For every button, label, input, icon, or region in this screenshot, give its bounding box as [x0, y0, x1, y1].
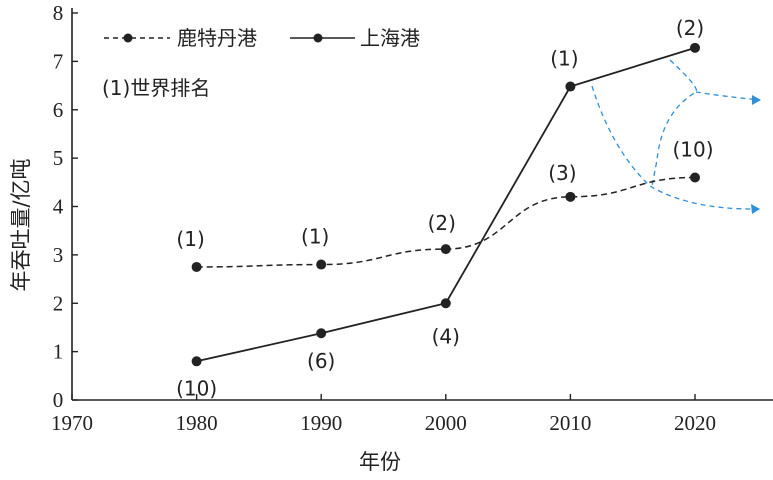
y-tick-label: 1 — [53, 340, 64, 364]
rank-label: (1) — [176, 227, 204, 251]
data-point — [191, 261, 202, 272]
arrow-head-icon — [752, 95, 761, 105]
rank-label: (10) — [176, 376, 217, 400]
legend-item-shanghai: 上海港 — [290, 26, 420, 50]
legend-marker — [313, 33, 323, 43]
data-point — [440, 298, 451, 309]
y-tick-label: 6 — [53, 98, 64, 122]
rank-label: (6) — [307, 349, 335, 373]
data-point — [191, 356, 202, 367]
rank-label: (4) — [432, 324, 460, 348]
data-point — [565, 81, 576, 92]
arrow-head-icon — [751, 204, 760, 214]
x-tick-label: 2010 — [549, 411, 591, 435]
axes — [71, 8, 773, 401]
trend-arrow-down — [591, 85, 761, 210]
series-line-1 — [196, 46, 696, 363]
data-point — [565, 191, 576, 202]
y-tick-label: 4 — [53, 195, 64, 219]
x-tick-label: 2000 — [425, 411, 467, 435]
rank-label: (10) — [672, 137, 713, 161]
y-axis-label: 年吞吐量/亿吨 — [9, 158, 33, 291]
legend-item-rotterdam: 鹿特丹港 — [104, 26, 257, 50]
rank-label: (1) — [550, 47, 578, 71]
data-point — [690, 172, 700, 183]
rank-label: (3) — [548, 161, 576, 185]
data-point — [316, 259, 327, 270]
legend-rank-note: (1)世界排名 — [102, 76, 210, 100]
y-tick-label: 0 — [53, 388, 64, 412]
y-tick-label: 2 — [53, 291, 64, 315]
data-point — [440, 244, 451, 255]
x-tick-label: 1980 — [176, 411, 218, 435]
data-point — [316, 328, 327, 339]
y-tick-label: 5 — [53, 146, 64, 170]
x-tick-label: 2020 — [674, 411, 716, 435]
trend-arrow-up — [695, 91, 761, 101]
trend-arrow-branch — [651, 59, 698, 187]
y-tick-label: 3 — [53, 243, 64, 267]
x-tick-label: 1990 — [300, 411, 342, 435]
rank-label: (2) — [428, 211, 456, 235]
rank-label: (1) — [301, 225, 329, 249]
rank-label: (2) — [676, 16, 704, 40]
trend-arrows — [591, 59, 761, 214]
legend-label-rotterdam: 鹿特丹港 — [177, 26, 257, 50]
y-tick-label: 7 — [53, 49, 64, 73]
legend-marker — [123, 33, 133, 43]
legend: 鹿特丹港 上海港 (1)世界排名 — [102, 26, 420, 100]
legend-label-shanghai: 上海港 — [360, 26, 420, 50]
data-point — [690, 42, 700, 53]
x-tick-label: 1970 — [51, 411, 93, 435]
y-tick-label: 8 — [53, 1, 64, 25]
x-axis-label: 年份 — [359, 450, 401, 474]
